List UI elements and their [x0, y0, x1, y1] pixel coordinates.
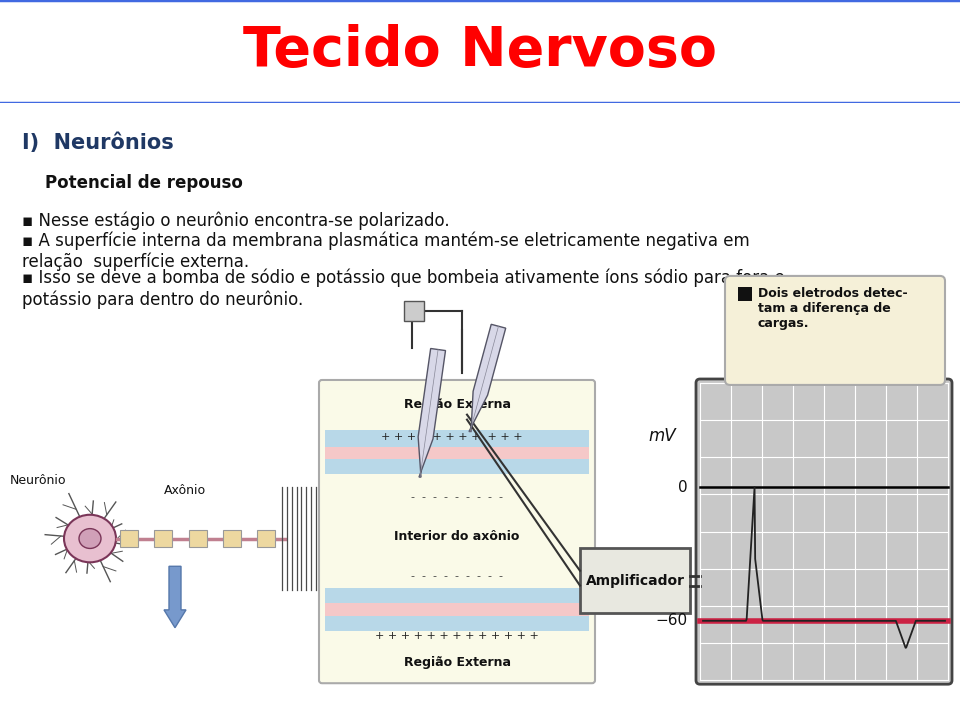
Bar	[325, 588, 589, 603]
Text: −60: −60	[656, 613, 688, 629]
Ellipse shape	[79, 529, 101, 549]
Bar	[738, 287, 752, 300]
FancyArrow shape	[164, 566, 186, 628]
Bar	[155, 530, 172, 547]
Text: ▪ Nesse estágio o neurônio encontra-se polarizado.: ▪ Nesse estágio o neurônio encontra-se p…	[22, 211, 449, 230]
Bar	[120, 530, 138, 547]
Text: I)  Neurônios: I) Neurônios	[22, 132, 174, 153]
Text: -  -  -  -  -  -  -  -  -: - - - - - - - - -	[411, 571, 503, 581]
Bar	[325, 448, 589, 460]
Bar	[325, 603, 589, 616]
Text: mV: mV	[648, 428, 676, 445]
Text: Dois eletrodos detec-
tam a diferença de
cargas.: Dois eletrodos detec- tam a diferença de…	[758, 287, 907, 330]
Text: Axônio: Axônio	[164, 484, 206, 497]
Ellipse shape	[64, 515, 116, 562]
Text: + + + + + + + +  + + +: + + + + + + + + + + +	[381, 433, 523, 443]
Bar	[257, 530, 275, 547]
Text: 0: 0	[679, 479, 688, 494]
Bar	[580, 549, 690, 613]
Text: -  -  -  -  -  -  -  -  -: - - - - - - - - -	[411, 492, 503, 502]
Polygon shape	[469, 325, 506, 431]
Text: Potencial de repouso: Potencial de repouso	[45, 174, 243, 192]
FancyBboxPatch shape	[696, 379, 952, 684]
Text: Interior do axônio: Interior do axônio	[395, 530, 519, 543]
Polygon shape	[419, 349, 445, 477]
Bar	[325, 430, 589, 448]
Text: Neurônio: Neurônio	[10, 474, 66, 487]
FancyBboxPatch shape	[319, 380, 595, 683]
Text: + + + + + + + + + + + + +: + + + + + + + + + + + + +	[375, 631, 539, 641]
Bar	[325, 616, 589, 631]
Bar	[404, 300, 424, 320]
Text: Região Externa: Região Externa	[403, 398, 511, 411]
Text: Tecido Nervoso: Tecido Nervoso	[243, 24, 717, 78]
Text: ▪ A superfície interna da membrana plasmática mantém-se eletricamente negativa e: ▪ A superfície interna da membrana plasm…	[22, 231, 750, 271]
Bar	[325, 460, 589, 474]
Text: Região Externa: Região Externa	[403, 656, 511, 669]
Text: ▪ Isso se deve a bomba de sódio e potássio que bombeia ativamente íons sódio par: ▪ Isso se deve a bomba de sódio e potáss…	[22, 269, 784, 309]
Text: Amplificador: Amplificador	[586, 573, 684, 588]
Bar	[223, 530, 241, 547]
Bar	[188, 530, 206, 547]
FancyBboxPatch shape	[725, 276, 945, 385]
